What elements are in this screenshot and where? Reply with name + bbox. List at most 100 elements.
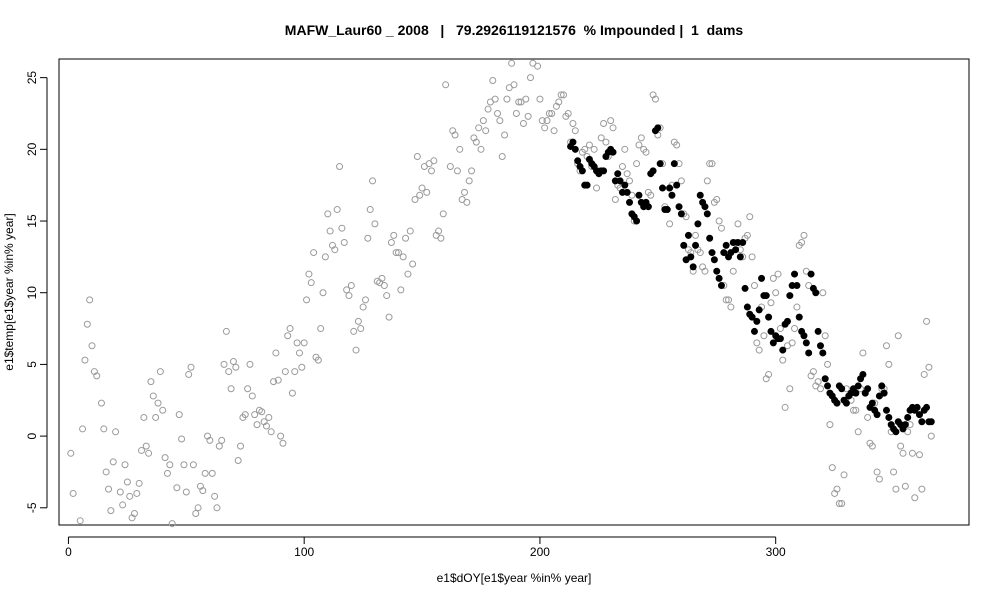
- gray-open-point: [892, 485, 900, 493]
- gray-open-point: [161, 454, 169, 462]
- gray-open-point: [666, 220, 674, 228]
- black-filled-point: [800, 332, 808, 340]
- gray-open-point: [321, 253, 329, 261]
- gray-open-point: [180, 461, 188, 469]
- gray-open-point: [340, 239, 348, 247]
- gray-open-point: [864, 413, 872, 421]
- gray-open-point: [725, 296, 733, 304]
- gray-open-point: [380, 282, 388, 290]
- black-filled-point: [713, 267, 721, 275]
- gray-open-point: [319, 289, 327, 297]
- gray-open-point: [274, 376, 282, 384]
- black-filled-point: [882, 406, 890, 414]
- gray-open-point: [743, 231, 751, 239]
- gray-open-point: [769, 274, 777, 282]
- gray-open-point: [175, 411, 183, 419]
- gray-open-point: [647, 191, 655, 199]
- gray-open-point: [253, 421, 261, 429]
- gray-open-point: [390, 231, 398, 239]
- gray-open-point: [715, 217, 723, 225]
- black-filled-point: [701, 203, 709, 211]
- black-filled-point: [741, 284, 749, 292]
- gray-open-point: [229, 358, 237, 366]
- gray-open-point: [208, 469, 216, 477]
- gray-open-point: [755, 346, 763, 354]
- gray-open-point: [81, 356, 89, 364]
- gray-open-point: [435, 227, 443, 235]
- black-filled-point: [583, 181, 591, 189]
- gray-open-point: [519, 120, 527, 128]
- gray-open-point: [310, 249, 318, 257]
- gray-open-point: [345, 292, 353, 300]
- gray-open-point: [166, 461, 174, 469]
- y-tick-label: 20: [25, 142, 39, 156]
- x-axis: 0 100 200 300: [65, 536, 786, 559]
- gray-open-point: [347, 282, 355, 290]
- black-filled-point: [656, 160, 664, 168]
- black-filled-point: [918, 418, 926, 426]
- gray-open-point: [453, 167, 461, 175]
- gray-open-point: [901, 482, 909, 490]
- gray-open-point: [786, 385, 794, 393]
- y-axis: -5 0 5 10 15 20 25: [25, 71, 48, 513]
- gray-open-point: [717, 224, 725, 232]
- black-filled-point: [816, 342, 824, 350]
- gray-open-point: [637, 134, 645, 142]
- gray-open-point: [626, 177, 634, 185]
- gray-open-point: [371, 220, 379, 228]
- black-filled-point: [600, 167, 608, 175]
- plot-area-frame: [58, 58, 970, 526]
- gray-open-point: [767, 299, 775, 307]
- black-filled-point: [901, 421, 909, 429]
- gray-open-point: [677, 177, 685, 185]
- gray-open-point: [295, 349, 303, 357]
- gray-open-point: [925, 363, 933, 371]
- black-filled-point: [776, 335, 784, 343]
- gray-open-point: [821, 332, 829, 340]
- gray-open-point: [703, 177, 711, 185]
- gray-open-point: [496, 117, 504, 125]
- gray-open-point: [194, 504, 202, 512]
- y-tick-label: 25: [25, 71, 39, 85]
- gray-open-point: [482, 127, 490, 135]
- gray-open-point: [442, 81, 450, 89]
- black-filled-point: [732, 246, 740, 254]
- gray-open-point: [633, 160, 641, 168]
- black-filled-point: [878, 382, 886, 390]
- gray-open-point: [472, 138, 480, 146]
- gray-open-point: [475, 124, 483, 132]
- x-tick-label: 300: [766, 545, 786, 559]
- gray-open-point: [515, 98, 523, 106]
- black-filled-point: [892, 428, 900, 436]
- gray-open-point: [875, 475, 883, 483]
- gray-open-point: [451, 131, 459, 139]
- gray-open-point: [267, 428, 275, 436]
- black-filled-point: [743, 303, 751, 311]
- gray-open-point: [279, 439, 287, 447]
- gray-open-point: [882, 342, 890, 350]
- gray-open-point: [397, 286, 405, 294]
- gray-open-point: [536, 95, 544, 103]
- black-filled-point: [687, 253, 695, 261]
- black-filled-point: [574, 157, 582, 165]
- gray-open-point: [154, 399, 162, 407]
- gray-open-point: [140, 413, 148, 421]
- gray-open-point: [361, 296, 369, 304]
- gray-open-point: [557, 91, 565, 99]
- gray-open-point: [920, 370, 928, 378]
- gray-open-point: [152, 413, 160, 421]
- gray-open-point: [369, 177, 377, 185]
- gray-open-point: [776, 325, 784, 333]
- gray-open-point: [149, 392, 157, 400]
- black-filled-point: [680, 241, 688, 249]
- black-filled-point: [717, 282, 725, 290]
- gray-open-point: [503, 95, 511, 103]
- black-filled-point: [769, 339, 777, 347]
- gray-open-point: [145, 449, 153, 457]
- gray-open-point: [187, 363, 195, 371]
- gray-open-point: [192, 510, 200, 518]
- black-filled-point: [767, 327, 775, 335]
- black-filled-point: [904, 413, 912, 421]
- gray-open-point: [816, 385, 824, 393]
- gray-open-point: [303, 296, 311, 304]
